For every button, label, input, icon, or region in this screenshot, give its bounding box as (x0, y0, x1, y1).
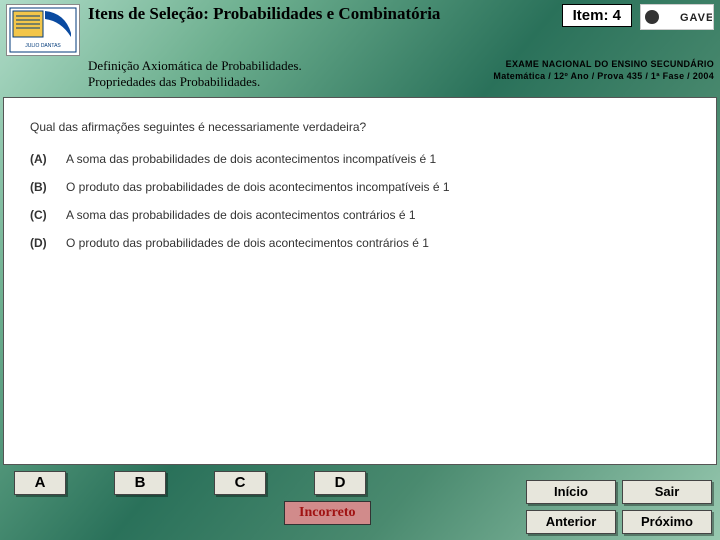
exam-line-1: EXAME NACIONAL DO ENSINO SECUNDÁRIO (493, 58, 714, 70)
option-letter: (C) (30, 208, 54, 222)
answer-c-button[interactable]: C (214, 471, 266, 495)
option-row: (C) A soma das probabilidades de dois ac… (30, 208, 690, 222)
inicio-button[interactable]: Início (526, 480, 616, 504)
nav-buttons: Início Sair Anterior Próximo (526, 480, 712, 534)
answer-a-button[interactable]: A (14, 471, 66, 495)
question-prompt: Qual das afirmações seguintes é necessar… (30, 120, 690, 134)
anterior-button[interactable]: Anterior (526, 510, 616, 534)
gave-logo: GAVE (640, 4, 714, 30)
option-text: A soma das probabilidades de dois aconte… (66, 208, 416, 222)
school-logo: JULIO DANTAS (6, 4, 80, 56)
option-row: (A) A soma das probabilidades de dois ac… (30, 152, 690, 166)
answer-d-button[interactable]: D (314, 471, 366, 495)
answer-b-button[interactable]: B (114, 471, 166, 495)
option-letter: (A) (30, 152, 54, 166)
subheader-row: Definição Axiomática de Probabilidades. … (0, 58, 720, 95)
option-letter: (D) (30, 236, 54, 250)
subtitle-line-1: Definição Axiomática de Probabilidades. (88, 58, 302, 74)
subtitle-line-2: Propriedades das Probabilidades. (88, 74, 302, 90)
option-text: O produto das probabilidades de dois aco… (66, 236, 429, 250)
svg-text:JULIO DANTAS: JULIO DANTAS (25, 43, 61, 49)
question-panel: Qual das afirmações seguintes é necessar… (3, 97, 717, 465)
page-title: Itens de Seleção: Probabilidades e Combi… (88, 4, 554, 24)
feedback-badge: Incorreto (284, 501, 371, 525)
exam-line-2: Matemática / 12º Ano / Prova 435 / 1ª Fa… (493, 70, 714, 82)
option-text: O produto das probabilidades de dois aco… (66, 180, 450, 194)
subtitle-block: Definição Axiomática de Probabilidades. … (88, 58, 302, 91)
option-letter: (B) (30, 180, 54, 194)
header-row: JULIO DANTAS Itens de Seleção: Probabili… (0, 0, 720, 58)
option-text: A soma das probabilidades de dois aconte… (66, 152, 436, 166)
title-block: Itens de Seleção: Probabilidades e Combi… (88, 4, 554, 26)
sair-button[interactable]: Sair (622, 480, 712, 504)
proximo-button[interactable]: Próximo (622, 510, 712, 534)
option-row: (B) O produto das probabilidades de dois… (30, 180, 690, 194)
svg-text:GAVE: GAVE (680, 12, 712, 24)
option-row: (D) O produto das probabilidades de dois… (30, 236, 690, 250)
item-badge: Item: 4 (562, 4, 632, 27)
exam-info: EXAME NACIONAL DO ENSINO SECUNDÁRIO Mate… (493, 58, 714, 91)
